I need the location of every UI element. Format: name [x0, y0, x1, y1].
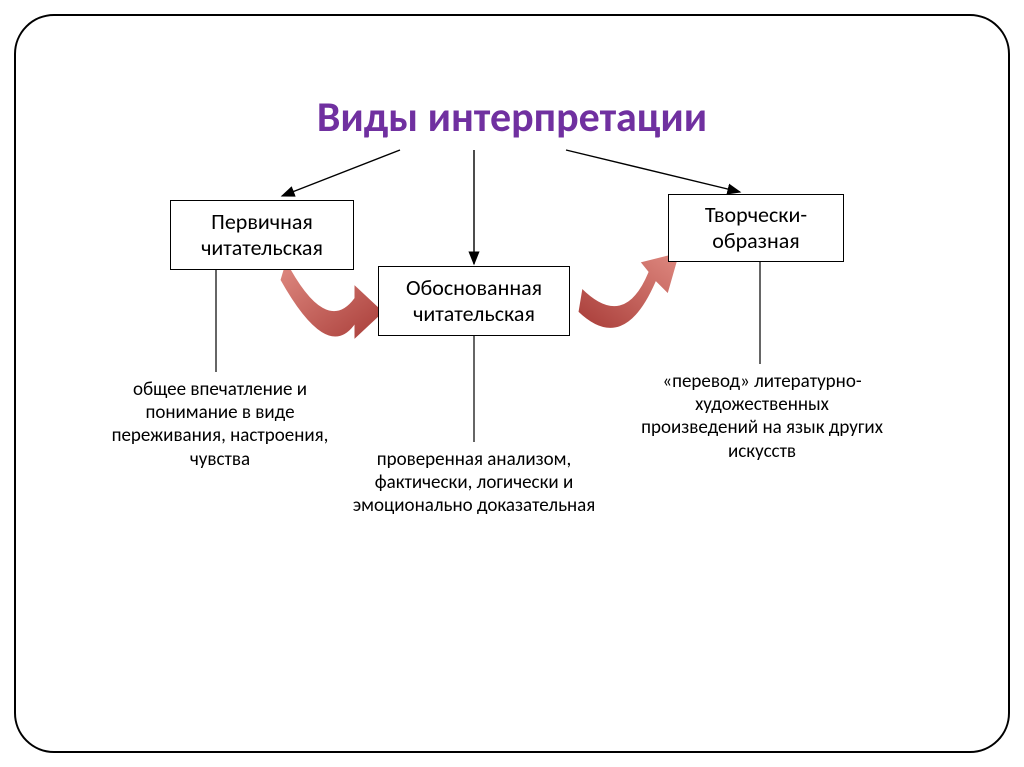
diagram-title: Виды интерпретации [0, 92, 1024, 143]
node-justified-reader: Обоснованнаячитательская [378, 266, 570, 336]
description-1: общее впечатление и понимание в виде пер… [108, 378, 332, 471]
node-creative: Творчески-образная [668, 194, 844, 262]
node-label: Творчески-образная [705, 202, 807, 254]
node-label: Первичнаячитательская [201, 209, 323, 261]
node-primary-reader: Первичнаячитательская [170, 200, 354, 270]
description-3: «перевод» литературно-художественных про… [636, 370, 888, 463]
description-2: проверенная анализом, фактически, логиче… [348, 448, 600, 518]
node-label: Обоснованнаячитательская [406, 275, 542, 327]
